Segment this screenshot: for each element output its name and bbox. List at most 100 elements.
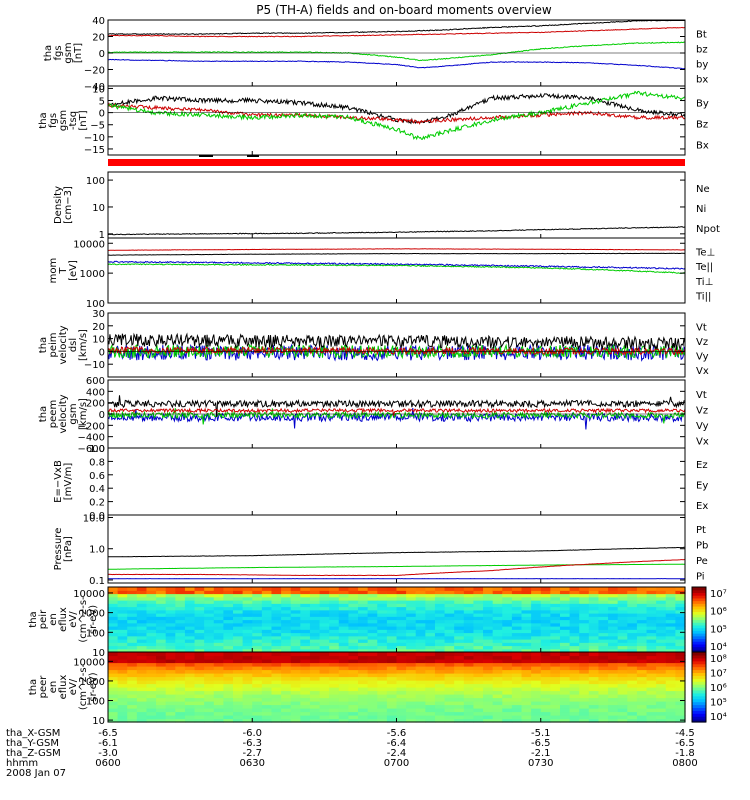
heatmap-cell — [367, 587, 378, 591]
heatmap-cell — [559, 626, 571, 630]
heatmap-cell — [511, 629, 523, 634]
heatmap-cell — [636, 659, 648, 664]
heatmap-cell — [627, 593, 638, 598]
heatmap-cell — [281, 662, 292, 667]
heatmap-cell — [309, 596, 321, 601]
heatmap-cell — [309, 655, 321, 660]
heatmap-cell — [271, 590, 282, 595]
heatmap-cell — [358, 619, 369, 624]
heatmap-cell — [540, 669, 551, 674]
heatmap-cell — [261, 596, 273, 601]
x-axis-value: -6.5 — [531, 738, 551, 749]
heatmap-cell — [656, 680, 667, 685]
heatmap-cell — [483, 596, 494, 601]
heatmap-cell — [483, 655, 494, 660]
heatmap-cell — [627, 715, 638, 720]
heatmap-cell — [675, 626, 686, 630]
heatmap-cell — [425, 603, 436, 608]
heatmap-cell — [213, 718, 224, 723]
heatmap-cell — [531, 632, 542, 637]
heatmap-cell — [444, 632, 455, 637]
heatmap-cell — [617, 635, 628, 640]
heatmap-cell — [483, 673, 494, 678]
heatmap-cell — [367, 642, 378, 647]
heatmap-cell — [598, 629, 609, 634]
legend-item-Ez: Ez — [696, 460, 708, 471]
heatmap-cell — [348, 603, 359, 608]
heatmap-cell — [492, 669, 503, 674]
heatmap-cell — [646, 626, 657, 630]
heatmap-cell — [252, 619, 263, 624]
heatmap-cell — [454, 600, 465, 604]
heatmap-cell — [531, 622, 542, 627]
heatmap-cell — [636, 704, 648, 709]
y-axis-label-3: mom T [eV] — [48, 258, 79, 284]
heatmap-cell — [300, 690, 311, 695]
heatmap-cell — [300, 655, 311, 660]
heatmap-cell — [233, 676, 244, 681]
heatmap-cell — [463, 662, 475, 667]
colorbar-segment — [692, 701, 706, 706]
heatmap-cell — [319, 609, 330, 614]
heatmap-cell — [338, 626, 350, 630]
heatmap-cell — [425, 626, 436, 630]
heatmap-cell — [348, 596, 359, 601]
heatmap-cell — [559, 652, 571, 657]
heatmap-cell — [242, 619, 253, 624]
heatmap-cell — [156, 704, 167, 709]
heatmap-cell — [463, 619, 475, 624]
heatmap-cell — [656, 701, 667, 706]
y-axis-label-line: [nT] — [73, 43, 84, 63]
heatmap-cell — [386, 635, 398, 640]
heatmap-cell — [261, 673, 273, 678]
heatmap-cell — [579, 673, 590, 678]
heatmap-cell — [290, 701, 301, 706]
heatmap-cell — [511, 635, 523, 640]
heatmap-cell — [213, 680, 224, 685]
heatmap-cell — [300, 711, 311, 716]
heatmap-cell — [665, 626, 676, 630]
heatmap-cell — [329, 593, 340, 598]
heatmap-cell — [425, 587, 436, 591]
heatmap-cell — [434, 662, 446, 667]
heatmap-cell — [223, 593, 234, 598]
heatmap-cell — [454, 676, 465, 681]
heatmap-cell — [665, 683, 676, 688]
heatmap-cell — [511, 603, 523, 608]
heatmap-cell — [271, 645, 282, 650]
heatmap-cell — [425, 673, 436, 678]
heatmap-cell — [367, 639, 378, 643]
heatmap-cell — [617, 701, 628, 706]
heatmap-cell — [483, 680, 494, 685]
heatmap-cell — [223, 704, 234, 709]
y-axis-label-line: [mV/m] — [63, 463, 74, 501]
heatmap-cell — [271, 619, 282, 624]
heatmap-cell — [386, 669, 398, 674]
heatmap-cell — [175, 655, 186, 660]
y-axis-label-1: tha fgs gsm -tsq [nT] — [38, 110, 89, 131]
heatmap-cell — [396, 711, 407, 716]
heatmap-8 — [108, 587, 686, 653]
heatmap-cell — [329, 690, 340, 695]
heatmap-cell — [550, 669, 561, 674]
heatmap-cell — [300, 642, 311, 647]
heatmap-cell — [559, 600, 571, 604]
colorbar-segment — [692, 672, 706, 676]
heatmap-cell — [598, 687, 609, 692]
heatmap-cell — [319, 619, 330, 624]
heatmap-cell — [194, 718, 205, 723]
heatmap-cell — [233, 718, 244, 723]
heatmap-cell — [396, 694, 407, 699]
y-axis-label-line: (cm^2-s- — [78, 596, 89, 643]
colorbar-segment — [692, 643, 706, 648]
heatmap-cell — [127, 613, 138, 617]
heatmap-cell — [233, 606, 244, 611]
heatmap-cell — [483, 587, 494, 591]
heatmap-cell — [396, 609, 407, 614]
heatmap-cell — [319, 587, 330, 591]
heatmap-cell — [309, 635, 321, 640]
heatmap-cell — [559, 629, 571, 634]
heatmap-cell — [617, 613, 628, 617]
heatmap-cell — [492, 622, 503, 627]
heatmap-cell — [165, 648, 176, 653]
